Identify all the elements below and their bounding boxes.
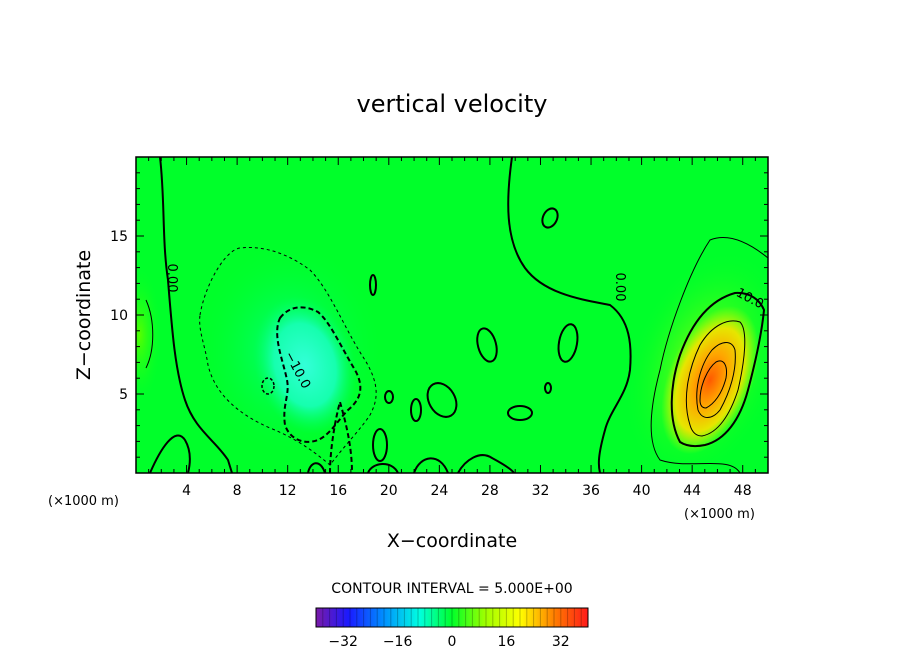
- small-contour-1: [541, 207, 559, 229]
- small-contour-9: [544, 382, 552, 394]
- colorbar: [315, 607, 589, 628]
- y-tick-label: 10: [110, 308, 128, 324]
- x-tick-label: 24: [430, 483, 448, 499]
- contour-label-left: 0.00: [164, 264, 179, 293]
- left-updraft-shading: [136, 265, 162, 405]
- chart-title: vertical velocity: [357, 90, 548, 118]
- x-tick-label: 40: [633, 483, 651, 499]
- x-axis-label: X−coordinate: [387, 530, 517, 552]
- colorbar-tick-label: 16: [497, 634, 515, 650]
- small-contour-2: [369, 274, 377, 296]
- bottom-contour-2: [367, 463, 399, 473]
- contour-interval: CONTOUR INTERVAL = 5.000E+00: [331, 581, 572, 597]
- small-contour-7: [384, 390, 394, 404]
- small-contour-10: [372, 428, 388, 462]
- y-tick-label: 5: [119, 387, 128, 403]
- neg10-contour-bottom: [329, 398, 353, 473]
- pos20-contour: [696, 342, 736, 418]
- y-tick-label: 15: [110, 229, 128, 245]
- bottom-contour-1: [307, 462, 326, 473]
- small-contour-5: [426, 382, 458, 418]
- y-axis-label: Z−coordinate: [73, 250, 95, 380]
- x-tick-label: 12: [279, 483, 297, 499]
- x-unit-label-right: (×1000 m): [684, 507, 755, 522]
- x-tick-label: 48: [734, 483, 752, 499]
- neg-small-contour: [261, 377, 275, 395]
- pos15-contour: [685, 320, 746, 437]
- zero-contour-right: [507, 157, 632, 473]
- pos5-contour: [650, 237, 768, 473]
- pos25-contour: [699, 360, 727, 409]
- x-tick-label: 16: [329, 483, 347, 499]
- zero-contour-left-lobe: [149, 434, 191, 473]
- x-tick-label: 4: [182, 483, 191, 499]
- colorbar-tick-label: −16: [383, 634, 413, 650]
- x-tick-label: 36: [582, 483, 600, 499]
- pos10-contour: [670, 291, 766, 447]
- downdraft-core-shading: [253, 296, 357, 434]
- x-unit-label-left: (×1000 m): [48, 494, 119, 509]
- bottom-contour-3: [413, 457, 449, 473]
- x-tick-label: 44: [683, 483, 701, 499]
- x-tick-label: 20: [380, 483, 398, 499]
- x-tick-label: 28: [481, 483, 499, 499]
- colorbar-steps: [322, 608, 582, 627]
- small-contour-8: [507, 405, 533, 421]
- small-contour-6: [410, 398, 422, 422]
- x-tick-label: 8: [233, 483, 242, 499]
- colorbar-tick-label: 32: [552, 634, 570, 650]
- plot-area: 0.00 0.00 −10.0 10.0 4 8 12 16 20 24 28 32 36 40 4…: [110, 156, 769, 499]
- neg10-contour: [276, 306, 362, 443]
- small-contour-3: [476, 327, 498, 363]
- contours: [145, 157, 768, 473]
- colorbar-tick-label: 0: [448, 634, 457, 650]
- colorbar-labels: −32 −16 0 16 32: [328, 634, 569, 650]
- colorbar-tick-label: −32: [328, 634, 358, 650]
- bottom-contour-4: [457, 454, 515, 473]
- x-tick-label: 32: [532, 483, 550, 499]
- zero-contour-left: [159, 157, 233, 473]
- contour-label-right: 0.00: [612, 273, 627, 302]
- small-contour-4: [557, 323, 579, 363]
- pos5-contour-left: [145, 299, 154, 369]
- neg5-contour: [199, 246, 377, 466]
